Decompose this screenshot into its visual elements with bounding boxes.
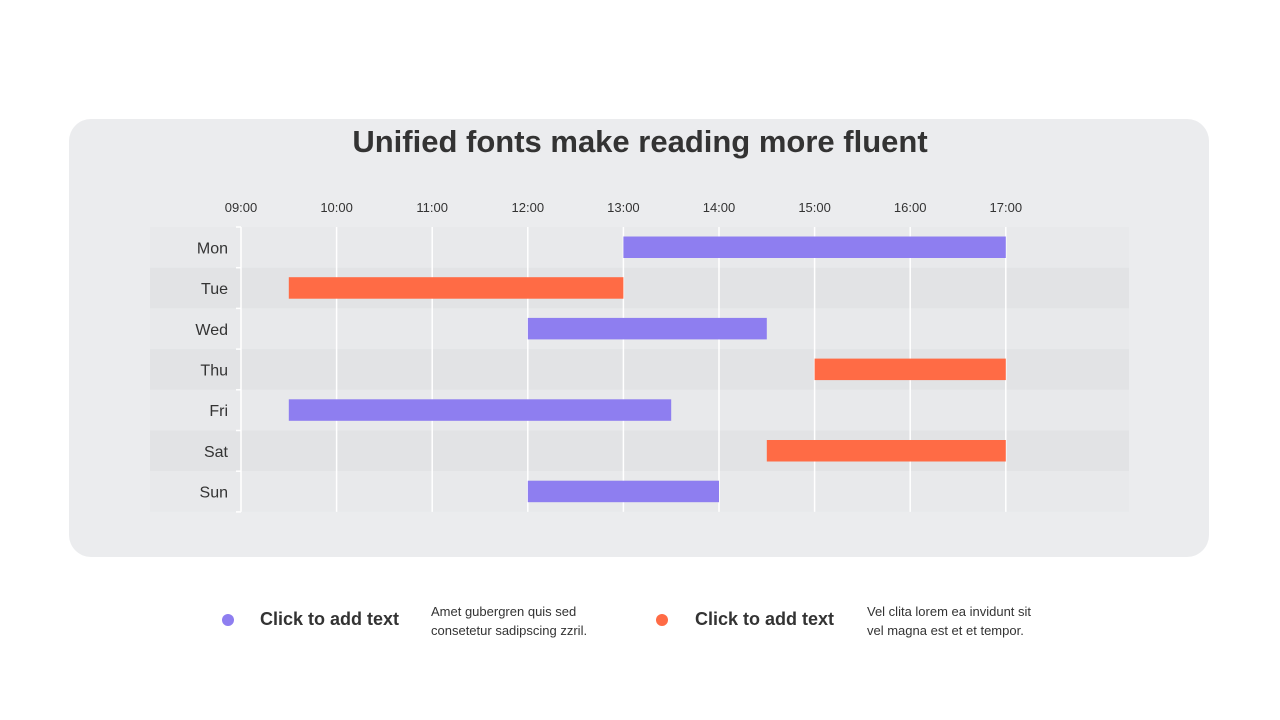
x-tick-label: 14:00 bbox=[703, 200, 736, 215]
y-tick-label-fri: Fri bbox=[209, 403, 228, 420]
x-tick-label: 12:00 bbox=[512, 200, 545, 215]
legend-description-orange[interactable]: Vel clita lorem ea invidunt sit vel magn… bbox=[867, 604, 1032, 638]
bar-wed bbox=[527, 317, 767, 340]
x-tick-label: 09:00 bbox=[225, 200, 258, 215]
x-tick-label: 16:00 bbox=[894, 200, 927, 215]
legend-label-orange[interactable]: Click to add text bbox=[695, 609, 835, 629]
y-tick-label-sun: Sun bbox=[200, 485, 228, 502]
legend-dot-purple bbox=[222, 614, 234, 626]
chart-title: Unified fonts make reading more fluent bbox=[352, 124, 928, 159]
y-tick-label-mon: Mon bbox=[197, 240, 228, 257]
legend-description-purple[interactable]: Amet gubergren quis sed consetetur sadip… bbox=[431, 604, 588, 638]
bar-mon bbox=[623, 236, 1006, 258]
bar-sun bbox=[527, 480, 719, 503]
x-tick-label: 15:00 bbox=[798, 200, 831, 215]
legend-dot-orange bbox=[656, 614, 668, 626]
y-tick-label-tue: Tue bbox=[201, 281, 228, 298]
x-tick-label: 17:00 bbox=[990, 200, 1023, 215]
y-tick-label-thu: Thu bbox=[200, 362, 228, 379]
x-tick-label: 10:00 bbox=[320, 200, 353, 215]
bar-thu bbox=[814, 358, 1006, 381]
bar-tue bbox=[288, 277, 624, 299]
y-tick-label-wed: Wed bbox=[195, 322, 228, 339]
x-tick-label: 11:00 bbox=[416, 200, 448, 215]
x-tick-label: 13:00 bbox=[607, 200, 640, 215]
y-tick-label-sat: Sat bbox=[204, 444, 229, 461]
bar-fri bbox=[288, 399, 672, 421]
legend-label-purple[interactable]: Click to add text bbox=[260, 609, 400, 629]
bar-sat bbox=[766, 440, 1006, 462]
